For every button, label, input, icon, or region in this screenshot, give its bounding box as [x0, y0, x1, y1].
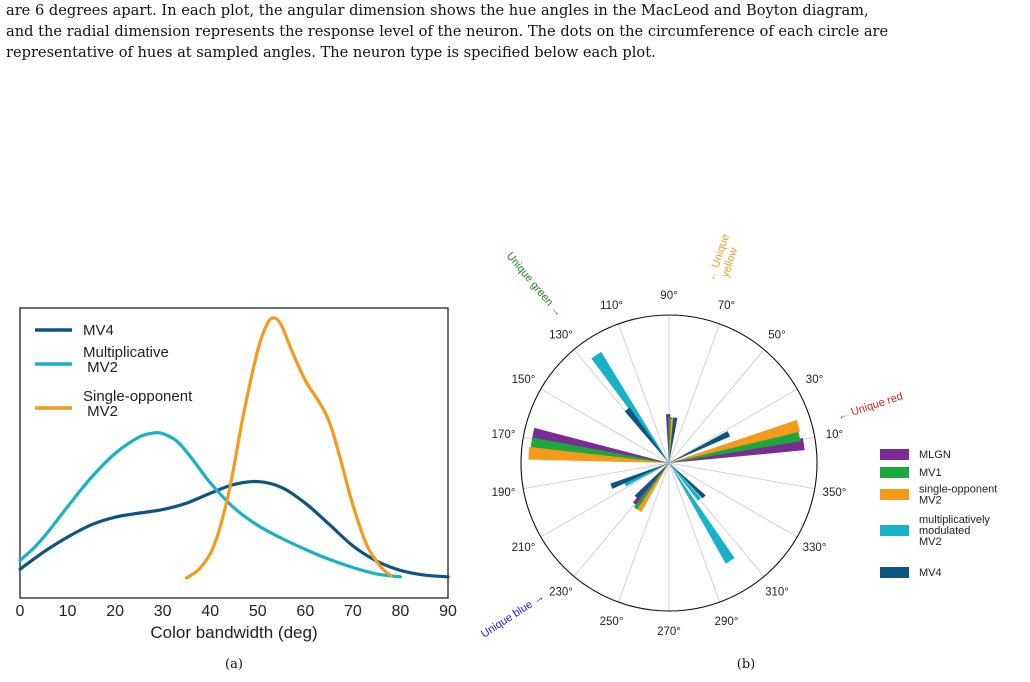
- legend-label: Single-opponent: [83, 388, 193, 405]
- polar-bar: [634, 463, 669, 499]
- x-axis-label: Color bandwidth (deg): [150, 623, 317, 642]
- radial-gridline: [617, 462, 670, 603]
- polar-bar: [669, 417, 678, 463]
- radial-gridline: [617, 323, 670, 464]
- angle-tick-label: 50°: [768, 329, 785, 341]
- unique-green-label: Unique green →: [504, 250, 565, 319]
- angle-tick-label: 190°: [492, 487, 516, 499]
- polar-bar: [610, 463, 669, 489]
- angle-tick-label: 250°: [600, 616, 624, 628]
- unique-blue-label: Unique blue →: [479, 591, 547, 641]
- polar-bars: [528, 351, 805, 564]
- legend-label: MLGN: [919, 449, 951, 461]
- x-tick-label: 40: [201, 603, 219, 620]
- angle-tick-label: 150°: [512, 374, 536, 386]
- x-tick-label: 90: [439, 603, 457, 620]
- plot-frame-a: [19, 307, 449, 599]
- panel-a-chart: 0 10 20 30 40 50 60 70 80 90 Color bandwidth (deg…: [16, 307, 457, 642]
- legend-b: MLGNMV1single-opponentMV2multiplicativel…: [880, 449, 997, 579]
- legend-label: MV4: [919, 567, 942, 579]
- radial-gridline: [668, 462, 815, 490]
- polar-bar: [669, 420, 801, 463]
- radial-gridline: [668, 462, 798, 538]
- legend-label: MV2: [919, 536, 942, 548]
- x-tick-label: 70: [344, 603, 362, 620]
- polar-bar: [637, 463, 669, 512]
- angle-tick-label: 350°: [823, 487, 847, 499]
- legend-label: multiplicatively: [919, 514, 990, 526]
- angle-tick-label: 330°: [803, 542, 827, 554]
- polar-bar: [633, 463, 669, 510]
- legend-label: MV2: [83, 403, 118, 420]
- legend-swatch: [880, 567, 909, 578]
- legend-label: modulated: [919, 525, 970, 537]
- x-tick-label: 10: [59, 603, 77, 620]
- line-multiplicative-mv2: [18, 431, 403, 579]
- legend-label: single-opponent: [919, 484, 997, 496]
- unique-red-label: ← Unique red: [836, 390, 904, 422]
- polar-bar: [624, 407, 669, 463]
- x-tick-label: 20: [106, 603, 124, 620]
- panel-b-sublabel: (b): [737, 657, 755, 672]
- legend-label: MV1: [919, 467, 942, 479]
- x-tick-label: 30: [154, 603, 172, 620]
- angle-tick-label: 70°: [718, 300, 735, 312]
- legend-swatch: [880, 525, 909, 536]
- polar-bar: [669, 463, 706, 499]
- radial-gridline: [668, 323, 721, 464]
- polar-bar: [632, 463, 669, 506]
- polar-bar: [669, 463, 702, 501]
- x-tick-label: 80: [392, 603, 410, 620]
- polar-bar: [591, 351, 669, 463]
- caption-line: and the radial dimension represents the …: [6, 23, 889, 40]
- legend-swatch: [880, 449, 909, 460]
- angle-tick-label: 90°: [660, 290, 677, 302]
- figure-caption: are 6 degrees apart. In each plot, the a…: [6, 0, 1026, 63]
- angle-tick-label: 230°: [549, 587, 573, 599]
- angle-tick-label: 130°: [549, 329, 573, 341]
- angle-tick-label: 170°: [492, 429, 516, 441]
- radial-gridline: [523, 462, 670, 490]
- radial-gridline: [668, 388, 798, 464]
- x-tick-labels: 0 10 20 30 40 50 60 70 80 90: [16, 603, 457, 620]
- angle-tick-label: 10°: [826, 429, 843, 441]
- polar-bar: [530, 437, 669, 463]
- x-tick-label: 50: [249, 603, 267, 620]
- polar-bar: [624, 463, 669, 487]
- x-tick-label: 60: [296, 603, 314, 620]
- panel-a-sublabel: (a): [225, 657, 243, 672]
- legend-label: MV2: [919, 495, 942, 507]
- line-series-group: [18, 316, 450, 580]
- legend-label: MV4: [83, 322, 114, 339]
- legend-label: Multiplicative: [83, 344, 169, 361]
- angle-tick-label: 30°: [806, 374, 823, 386]
- radial-gridline: [540, 462, 670, 538]
- angle-tick-label: 210°: [512, 542, 536, 554]
- unique-yellow-label: ← Unique yellow: [705, 233, 740, 283]
- caption-line: are 6 degrees apart. In each plot, the a…: [6, 2, 869, 19]
- caption-line: representative of hues at sampled angles…: [6, 44, 656, 61]
- radial-gridline: [668, 462, 721, 603]
- angle-tick-label: 270°: [657, 626, 681, 638]
- polar-bar: [528, 446, 669, 463]
- x-tick-label: 0: [16, 603, 25, 620]
- panel-b-chart: 10° 30° 50° 70° 90° 110° 130° 150° 170° 190° 210° 2…: [479, 233, 997, 641]
- polar-bar: [531, 427, 669, 463]
- angle-tick-label: 110°: [600, 300, 623, 312]
- angle-tick-label: 310°: [765, 587, 789, 599]
- polar-bar: [669, 431, 731, 463]
- line-single-opponent-mv2: [184, 316, 393, 580]
- legend-swatch: [880, 489, 909, 500]
- angle-tick-label: 290°: [715, 616, 739, 628]
- polar-outer-circle: [520, 314, 818, 612]
- polar-tick-labels: 10° 30° 50° 70° 90° 110° 130° 150° 170° 190° 210° 2…: [492, 290, 847, 638]
- polar-bar: [669, 463, 735, 564]
- radial-gridline: [540, 388, 670, 464]
- legend-label: MV2: [83, 359, 118, 376]
- radial-gridline: [668, 349, 765, 464]
- legend-swatch: [880, 467, 909, 478]
